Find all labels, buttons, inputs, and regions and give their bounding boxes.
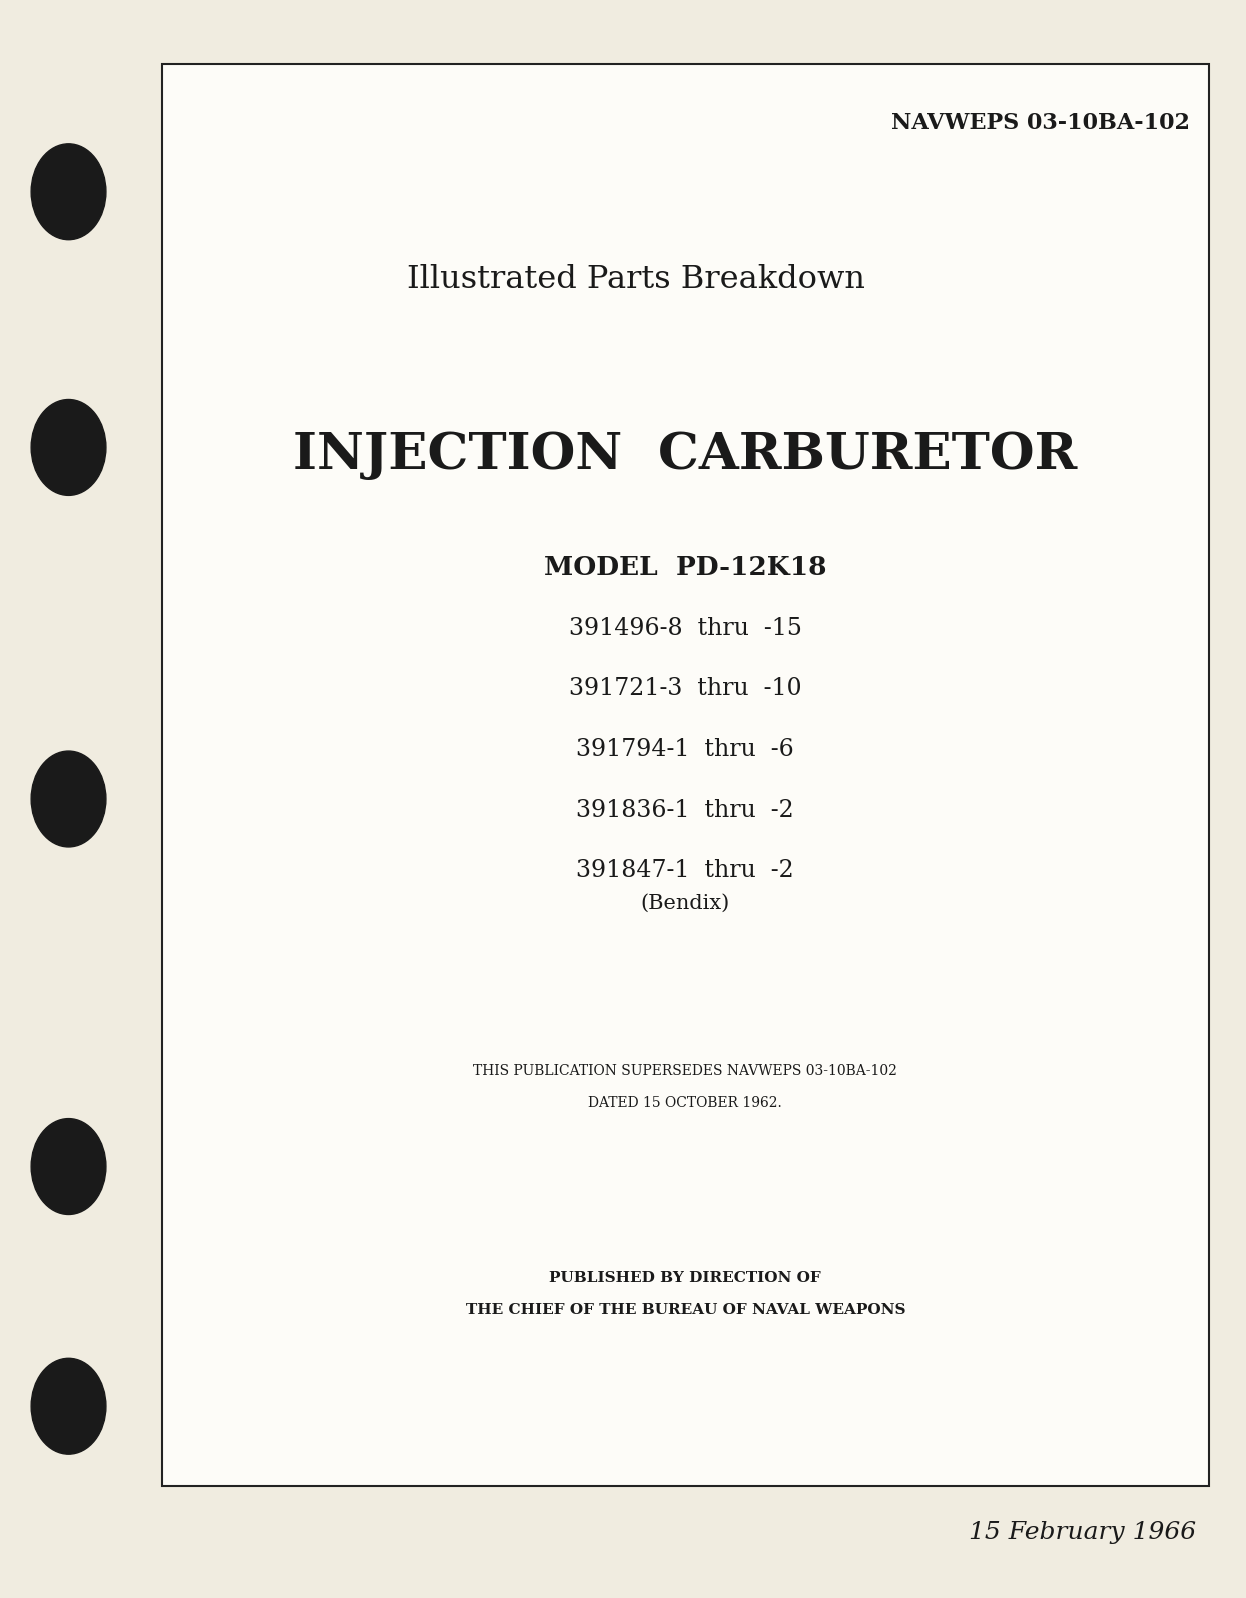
Text: Illustrated Parts Breakdown: Illustrated Parts Breakdown <box>406 264 865 296</box>
Text: 391847-1  thru  -2: 391847-1 thru -2 <box>577 860 794 882</box>
Bar <box>162 64 1209 1486</box>
Text: INJECTION  CARBURETOR: INJECTION CARBURETOR <box>293 431 1078 479</box>
Text: NAVWEPS 03-10BA-102: NAVWEPS 03-10BA-102 <box>891 112 1190 134</box>
Text: 391794-1  thru  -6: 391794-1 thru -6 <box>577 738 794 761</box>
Text: 391721-3  thru  -10: 391721-3 thru -10 <box>569 678 801 700</box>
Text: PUBLISHED BY DIRECTION OF: PUBLISHED BY DIRECTION OF <box>549 1272 821 1285</box>
Text: 15 February 1966: 15 February 1966 <box>969 1521 1196 1544</box>
Text: (Bendix): (Bendix) <box>640 893 730 912</box>
Circle shape <box>31 1358 106 1454</box>
Text: THIS PUBLICATION SUPERSEDES NAVWEPS 03-10BA-102: THIS PUBLICATION SUPERSEDES NAVWEPS 03-1… <box>473 1064 897 1077</box>
Text: 391496-8  thru  -15: 391496-8 thru -15 <box>569 617 801 639</box>
Text: DATED 15 OCTOBER 1962.: DATED 15 OCTOBER 1962. <box>588 1096 782 1109</box>
Circle shape <box>31 1119 106 1214</box>
Text: MODEL  PD-12K18: MODEL PD-12K18 <box>545 555 826 580</box>
Circle shape <box>31 144 106 240</box>
Text: 391836-1  thru  -2: 391836-1 thru -2 <box>577 799 794 821</box>
Text: THE CHIEF OF THE BUREAU OF NAVAL WEAPONS: THE CHIEF OF THE BUREAU OF NAVAL WEAPONS <box>466 1304 905 1317</box>
Circle shape <box>31 400 106 495</box>
Circle shape <box>31 751 106 847</box>
